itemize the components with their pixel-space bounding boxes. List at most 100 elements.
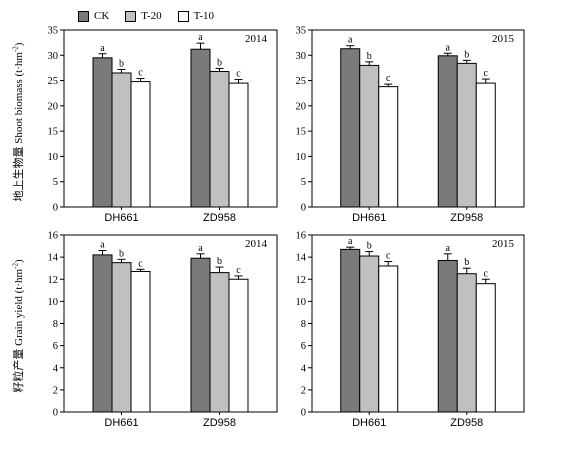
panel2-ytick-label: 5 [301, 177, 306, 188]
panel4-bar [456, 273, 477, 413]
panel3-ytick-label: 2 [53, 385, 58, 396]
panel4-significance-letter: c [484, 268, 489, 279]
panel1-ytick-label: 10 [48, 152, 59, 163]
panel2-bar [378, 86, 399, 208]
panel1-significance-letter: b [119, 58, 124, 69]
panel2-bar [340, 48, 361, 208]
panel1-ytick-label: 0 [53, 203, 58, 214]
panel4-bar [475, 283, 496, 413]
panel2-ytick-label: 0 [301, 203, 306, 214]
panel3-significance-letter: a [198, 243, 203, 254]
panel1-bar [190, 48, 211, 208]
panel2-significance-letter: c [484, 68, 489, 79]
panel3-ytick-label: 8 [53, 319, 58, 330]
panel2-frame [311, 29, 525, 208]
legend-item-t20: T-20 [125, 10, 162, 22]
panel4-bar [359, 255, 380, 413]
panel1-category-label: DH661 [104, 212, 138, 224]
panel3-category-label: DH661 [104, 417, 138, 429]
panel3-significance-letter: b [217, 256, 222, 267]
panel3-category-label: ZD958 [203, 417, 236, 429]
panel1-bar [111, 72, 132, 208]
legend-item-ck: CK [78, 10, 109, 22]
panel4-bar [378, 265, 399, 413]
panel4-significance-letter: b [367, 241, 372, 252]
legend-swatch-t20 [125, 10, 137, 22]
panel1-bar [228, 82, 249, 208]
panel1-ytick-label: 15 [48, 127, 59, 138]
panel1-bar [209, 70, 230, 208]
panel2-bar [475, 82, 496, 208]
panel4-ytick-label: 16 [296, 231, 307, 242]
panel3-year-label: 2014 [245, 238, 268, 250]
panel2-bar [456, 62, 477, 208]
panel4-significance-letter: a [446, 243, 451, 254]
panel1-significance-letter: a [198, 32, 203, 43]
panel2-significance-letter: b [367, 51, 372, 62]
panel4-ytick-label: 0 [301, 408, 306, 419]
panel4-significance-letter: c [386, 251, 391, 262]
panel2-ytick-label: 15 [296, 127, 307, 138]
panel2-ytick-label: 10 [296, 152, 307, 163]
panel3-bar [92, 254, 113, 413]
panel1-significance-letter: c [138, 68, 143, 79]
legend-item-t10: T-10 [177, 10, 215, 22]
panel3-ytick-label: 0 [53, 408, 58, 419]
panel4-ytick-label: 6 [301, 341, 306, 352]
panel3-ytick-label: 16 [48, 231, 59, 242]
panel1-significance-letter: c [236, 69, 241, 80]
panel4-category-label: ZD958 [450, 417, 483, 429]
panel3-bar [111, 262, 132, 413]
panel4-ytick-label: 2 [301, 385, 306, 396]
legend: CK T-20 T-10 [78, 10, 214, 22]
panel1-ytick-label: 20 [48, 101, 59, 112]
panel1-ytick-label: 5 [53, 177, 58, 188]
panel3-ytick-label: 10 [48, 297, 59, 308]
panel4-category-label: DH661 [352, 417, 386, 429]
panel2-bar [437, 55, 458, 208]
panel2-bar [359, 64, 380, 208]
panel2-significance-letter: a [348, 35, 353, 46]
panel2-ytick-label: 20 [296, 101, 307, 112]
panel3-ytick-label: 12 [48, 275, 59, 286]
panel2-category-label: DH661 [352, 212, 386, 224]
legend-swatch-ck [78, 10, 89, 22]
panel2-significance-letter: a [446, 42, 451, 53]
panel1-ytick-label: 25 [48, 76, 59, 87]
legend-label-ck: CK [94, 10, 110, 22]
panel3-bar [228, 278, 249, 413]
panel2-significance-letter: b [464, 49, 469, 60]
panel1-ytick-label: 35 [48, 26, 59, 37]
panel1-ytick-label: 30 [48, 51, 59, 62]
legend-label-t10: T-10 [193, 10, 215, 22]
panel4-bar [340, 248, 361, 413]
panel3-ytick-label: 14 [48, 253, 59, 264]
panel3-ytick-label: 4 [53, 363, 59, 374]
panel2-year-label: 2015 [492, 33, 515, 45]
panel3-bar [209, 272, 230, 413]
panel1-category-label: ZD958 [203, 212, 236, 224]
panel2-ytick-label: 25 [296, 76, 307, 87]
panel1-bar [130, 81, 151, 208]
panel3-ytick-label: 6 [53, 341, 58, 352]
panel1-significance-letter: a [100, 43, 105, 54]
panel1-frame [63, 29, 278, 208]
panel2-significance-letter: c [386, 73, 391, 84]
legend-label-t20: T-20 [141, 10, 162, 22]
legend-swatch-t10 [177, 10, 189, 22]
panel3-significance-letter: c [138, 258, 143, 269]
panel1-year-label: 2014 [245, 33, 268, 45]
panel1-significance-letter: b [217, 57, 222, 68]
panel3-bar [190, 257, 211, 413]
panel4-ytick-label: 10 [296, 297, 307, 308]
panel4-significance-letter: b [464, 257, 469, 268]
panel4-ytick-label: 14 [296, 253, 307, 264]
panel2-ytick-label: 35 [296, 26, 307, 37]
panel4-bar [437, 259, 458, 413]
panel4-ytick-label: 12 [296, 275, 307, 286]
panel3-bar [130, 271, 151, 413]
panel4-ytick-label: 8 [301, 319, 306, 330]
panel3-significance-letter: c [236, 265, 241, 276]
panel3-significance-letter: b [119, 248, 124, 259]
